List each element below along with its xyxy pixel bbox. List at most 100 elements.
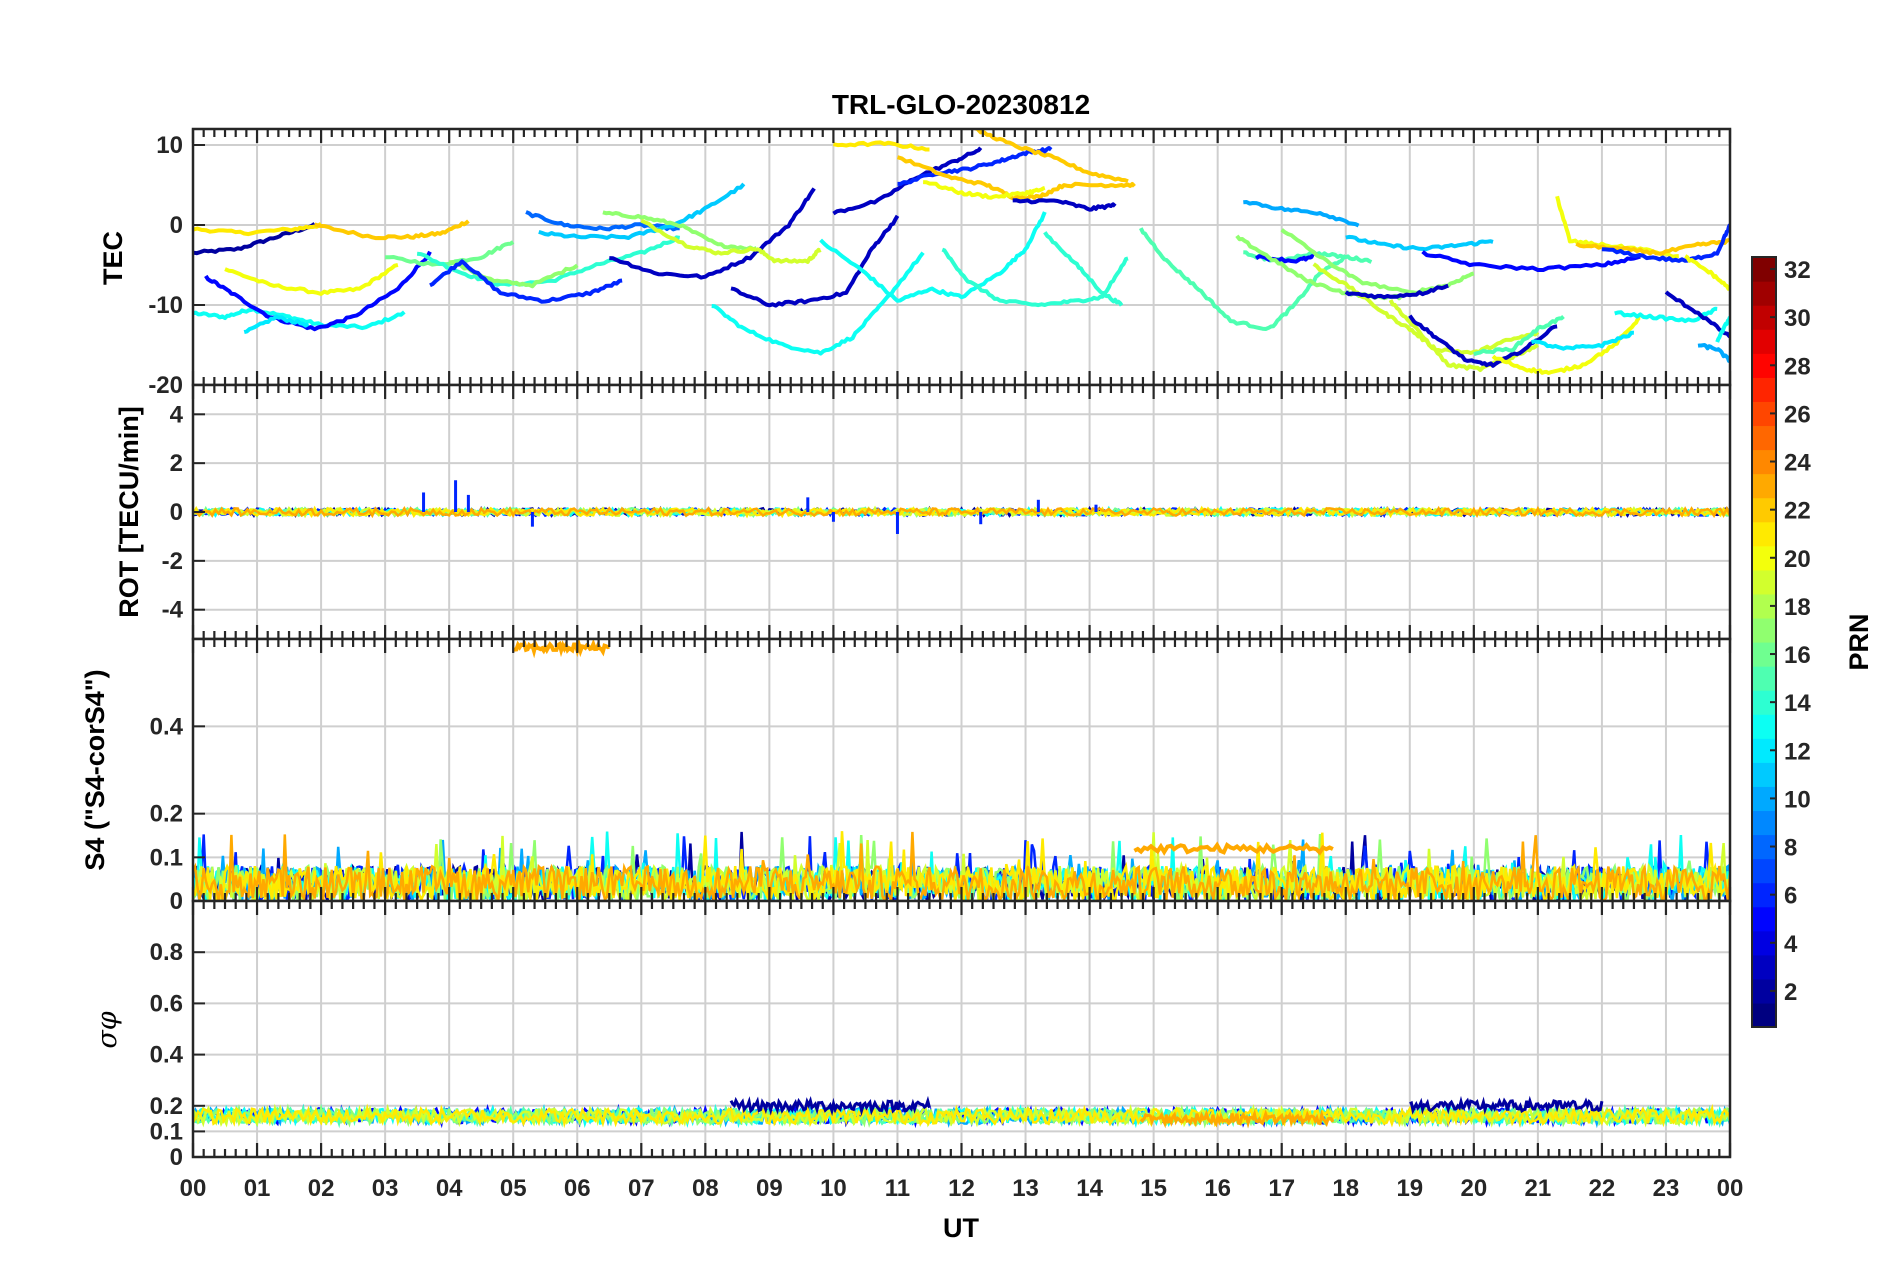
panel-rot-data bbox=[193, 480, 1730, 534]
panel-tec: 10 0 -10 -20 TEC bbox=[98, 127, 1732, 399]
tec-ylabel: TEC bbox=[98, 231, 128, 285]
panel-sigma: 0.8 0.6 0.4 0.20.10 σφ bbox=[92, 899, 1732, 1171]
colorbar-frame bbox=[1751, 256, 1777, 1028]
s4-elevated-segment bbox=[512, 639, 610, 659]
colorbar-tick-label: 8 bbox=[1784, 835, 1797, 862]
x-tick-label: 04 bbox=[436, 1175, 463, 1202]
colorbar-tick-label: 14 bbox=[1784, 690, 1811, 717]
colorbar-tick-label: 10 bbox=[1784, 786, 1811, 813]
colorbar-cell bbox=[1752, 425, 1776, 451]
panel-rot: 4 2 0 -2 -4 ROT [TECU/min] bbox=[114, 383, 1732, 641]
y-tick-label: 0 bbox=[170, 888, 183, 915]
tec-series-line bbox=[1530, 330, 1634, 351]
y-tick-label: -10 bbox=[148, 292, 183, 319]
sigma-elevated-segment bbox=[1139, 1108, 1335, 1129]
colorbar-cell bbox=[1752, 858, 1776, 884]
colorbar-cell bbox=[1752, 1002, 1776, 1028]
colorbar-gradient bbox=[1752, 257, 1776, 1028]
y-tick-label: 0.2 bbox=[150, 801, 183, 828]
x-tick-label: 18 bbox=[1332, 1175, 1359, 1202]
colorbar-tick-label: 30 bbox=[1784, 305, 1811, 332]
panel-frame bbox=[191, 899, 1732, 1159]
x-tick-label: 22 bbox=[1589, 1175, 1616, 1202]
tec-series-line bbox=[1344, 283, 1449, 300]
tec-series-line bbox=[538, 182, 746, 240]
y-tick-label: -20 bbox=[148, 372, 183, 399]
colorbar-cell bbox=[1752, 473, 1776, 499]
tec-series-line bbox=[1614, 306, 1718, 324]
tec-series-line bbox=[819, 211, 1047, 303]
colorbar-cell bbox=[1752, 521, 1776, 547]
y-tick-label: 0 bbox=[170, 1144, 183, 1171]
colorbar-cell bbox=[1752, 569, 1776, 595]
tec-series-line bbox=[1715, 316, 1730, 343]
panel-s4: 0.4 0.2 0.1 0 S4 ("S4-corS4") bbox=[80, 637, 1732, 915]
tec-series-line bbox=[1664, 290, 1730, 339]
x-tick-label: 15 bbox=[1140, 1175, 1167, 1202]
colorbar-tick-label: 22 bbox=[1784, 498, 1811, 525]
tec-series-line bbox=[1697, 343, 1730, 363]
tec-series-line bbox=[1280, 228, 1475, 295]
colorbar-tick-label: 28 bbox=[1784, 353, 1811, 380]
tec-series-line bbox=[602, 210, 758, 252]
x-tick-label: 00 bbox=[1717, 1175, 1744, 1202]
rot-series-line bbox=[193, 505, 1730, 519]
colorbar-tick-label: 32 bbox=[1784, 257, 1811, 284]
colorbar-label: PRN bbox=[1844, 613, 1874, 670]
s4-elevated-segment bbox=[1133, 841, 1334, 856]
tec-series-line bbox=[193, 307, 406, 331]
y-tick-label: 4 bbox=[170, 401, 184, 428]
panel-sigma-ticks: 0.8 0.6 0.4 0.20.10 bbox=[150, 899, 1732, 1171]
y-tick-label: 0.6 bbox=[150, 990, 183, 1017]
colorbar-tick-label: 20 bbox=[1784, 546, 1811, 573]
sigma-elevated-segment bbox=[729, 1095, 931, 1117]
panel-sigma-data bbox=[193, 1095, 1730, 1129]
tec-series-line bbox=[923, 180, 1046, 200]
s4-series-line bbox=[193, 831, 1730, 901]
tec-series-line bbox=[1473, 315, 1565, 357]
sigma-elevated-segment bbox=[1409, 1095, 1604, 1115]
tec-series-line bbox=[224, 262, 399, 296]
x-tick-label: 02 bbox=[308, 1175, 335, 1202]
tec-series-line bbox=[832, 140, 930, 152]
x-tick-label: 19 bbox=[1396, 1175, 1423, 1202]
tec-series-line bbox=[1012, 198, 1117, 212]
y-tick-label: -4 bbox=[162, 597, 184, 624]
tec-series-line bbox=[730, 214, 900, 308]
colorbar-cell bbox=[1752, 666, 1776, 691]
tec-series-line bbox=[1421, 250, 1641, 272]
y-tick-label: -2 bbox=[162, 548, 183, 575]
x-tick-label: 20 bbox=[1460, 1175, 1487, 1202]
x-tick-label: 07 bbox=[628, 1175, 655, 1202]
colorbar-cell bbox=[1752, 329, 1776, 354]
x-tick-label: 23 bbox=[1653, 1175, 1680, 1202]
colorbar-cell bbox=[1752, 954, 1776, 980]
tec-series-line bbox=[1601, 223, 1730, 263]
panel-s4-grid bbox=[192, 639, 1731, 902]
colorbar-tick-label: 4 bbox=[1784, 931, 1798, 958]
x-axis-tick-labels: 00 01 02 03 04 05 06 07 08 09 10 11 12 13 14 15 16 17 18 19… bbox=[180, 1175, 1744, 1202]
colorbar-cell bbox=[1752, 714, 1776, 739]
y-tick-label: 0.4 bbox=[150, 1042, 184, 1069]
y-tick-label: 0.1 bbox=[150, 1118, 183, 1145]
tec-series-line bbox=[640, 218, 757, 256]
colorbar-tick-label: 12 bbox=[1784, 738, 1811, 765]
x-tick-label: 17 bbox=[1268, 1175, 1295, 1202]
tec-series-line bbox=[896, 155, 1136, 201]
colorbar-tick-label: 16 bbox=[1784, 642, 1811, 669]
tec-series-line bbox=[385, 240, 515, 267]
panel-rot-ticks: 4 2 0 -2 -4 bbox=[162, 383, 1732, 641]
y-tick-label: 0.1 bbox=[150, 844, 183, 871]
s4-ylabel: S4 ("S4-corS4") bbox=[80, 669, 110, 870]
colorbar-cell bbox=[1752, 281, 1776, 306]
y-tick-label: 0.2 bbox=[150, 1093, 183, 1120]
colorbar-tick-label: 18 bbox=[1784, 594, 1811, 621]
colorbar-cell bbox=[1752, 906, 1776, 932]
x-tick-label: 08 bbox=[692, 1175, 719, 1202]
s4-series-line bbox=[193, 831, 1730, 901]
colorbar-cell bbox=[1752, 377, 1776, 402]
colorbar-cell bbox=[1752, 810, 1776, 836]
